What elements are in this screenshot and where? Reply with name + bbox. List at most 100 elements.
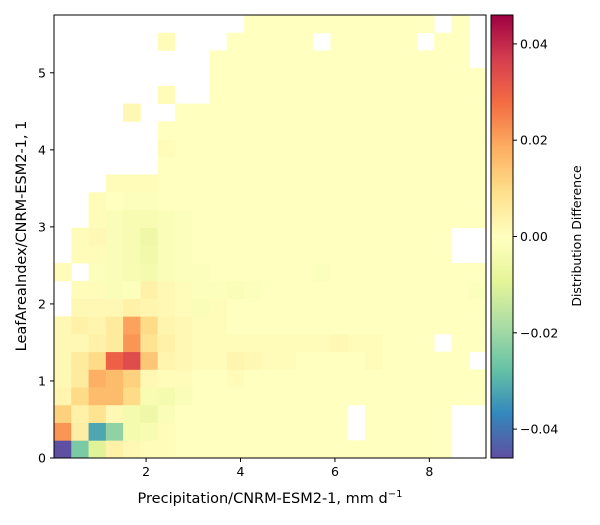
heatmap-cell [295, 227, 314, 246]
heatmap-cell [226, 333, 245, 353]
heatmap-cell [88, 192, 107, 211]
heatmap-cell [105, 404, 124, 423]
heatmap-cell [416, 227, 435, 246]
heatmap-cell [123, 245, 141, 264]
heatmap-cell [192, 351, 210, 370]
heatmap-cell [140, 174, 159, 193]
heatmap-cells [54, 15, 487, 459]
heatmap-cell [416, 68, 435, 87]
y-tick-label: 0 [38, 451, 46, 466]
heatmap-cell [157, 263, 176, 282]
heatmap-cell [192, 404, 210, 423]
heatmap-cell [313, 245, 331, 264]
heatmap-cell [347, 440, 366, 459]
heatmap-cell [295, 192, 314, 211]
heatmap-cell [71, 440, 89, 459]
heatmap-cell [244, 245, 262, 264]
heatmap-cell [416, 121, 435, 140]
heatmap-cell [295, 103, 314, 122]
heatmap-cell [434, 32, 452, 51]
heatmap-cell [416, 404, 435, 423]
heatmap-cell [244, 333, 262, 353]
heatmap-cell [399, 280, 418, 299]
heatmap-cell [434, 68, 452, 87]
heatmap-cell [399, 209, 418, 229]
heatmap-cell [399, 85, 418, 104]
heatmap-cell [140, 192, 159, 211]
heatmap-cell [157, 85, 176, 104]
heatmap-cell [416, 192, 435, 211]
heatmap-cell [468, 298, 487, 317]
heatmap-cell [244, 121, 262, 140]
heatmap-cell [88, 263, 107, 282]
heatmap-cell [157, 351, 176, 370]
heatmap-cell [451, 32, 470, 51]
heatmap-cell [451, 298, 470, 317]
heatmap-cell [382, 85, 400, 104]
heatmap-cell [192, 121, 210, 140]
heatmap-cell [192, 298, 210, 317]
heatmap-cell [416, 174, 435, 193]
heatmap-cell [71, 316, 89, 335]
heatmap-cell [399, 174, 418, 193]
heatmap-cell [365, 351, 383, 370]
heatmap-cell [434, 280, 452, 299]
heatmap-cell [382, 316, 400, 335]
heatmap-cell [330, 192, 349, 211]
heatmap-cell [140, 263, 159, 282]
heatmap-cell [347, 85, 366, 104]
heatmap-cell [434, 227, 452, 246]
heatmap-cell [157, 298, 176, 317]
heatmap-cell [88, 298, 107, 317]
heatmap-cell [416, 298, 435, 317]
heatmap-cell [174, 387, 193, 406]
heatmap-cell [157, 369, 176, 388]
heatmap-cell [451, 351, 470, 370]
heatmap-cell [313, 103, 331, 122]
heatmap-cell [365, 227, 383, 246]
heatmap-cell [244, 316, 262, 335]
heatmap-cell [313, 139, 331, 158]
heatmap-cell [347, 121, 366, 140]
heatmap-cell [71, 333, 89, 353]
heatmap-cell [365, 68, 383, 87]
heatmap-cell [278, 351, 297, 370]
heatmap-cell [209, 192, 228, 211]
heatmap-cell [174, 103, 193, 122]
heatmap-cell [192, 174, 210, 193]
heatmap-cell [226, 422, 245, 441]
heatmap-cell [365, 103, 383, 122]
heatmap-cell [399, 121, 418, 140]
heatmap-cell [174, 156, 193, 175]
heatmap-cell [295, 156, 314, 175]
heatmap-cell [123, 298, 141, 317]
heatmap-cell [382, 15, 400, 34]
heatmap-cell [261, 68, 280, 87]
heatmap-cell [140, 316, 159, 335]
heatmap-cell [468, 85, 487, 104]
heatmap-cell [295, 404, 314, 423]
heatmap-cell [365, 174, 383, 193]
heatmap-cell [71, 227, 89, 246]
heatmap-cell [244, 440, 262, 459]
heatmap-cell [278, 85, 297, 104]
heatmap-cell [140, 209, 159, 229]
heatmap-cell [451, 387, 470, 406]
heatmap-cell [244, 156, 262, 175]
heatmap-cell [123, 369, 141, 388]
heatmap-cell [278, 387, 297, 406]
heatmap-cell [261, 227, 280, 246]
heatmap-cell [434, 387, 452, 406]
heatmap-cell [330, 209, 349, 229]
heatmap-cell [192, 139, 210, 158]
heatmap-cell [192, 192, 210, 211]
heatmap-cell [261, 209, 280, 229]
heatmap-cell [209, 121, 228, 140]
heatmap-cell [261, 280, 280, 299]
heatmap-cell [451, 68, 470, 87]
heatmap-cell [209, 139, 228, 158]
heatmap-cell [468, 121, 487, 140]
heatmap-cell [365, 387, 383, 406]
heatmap-cell [192, 387, 210, 406]
heatmap-cell [382, 422, 400, 441]
